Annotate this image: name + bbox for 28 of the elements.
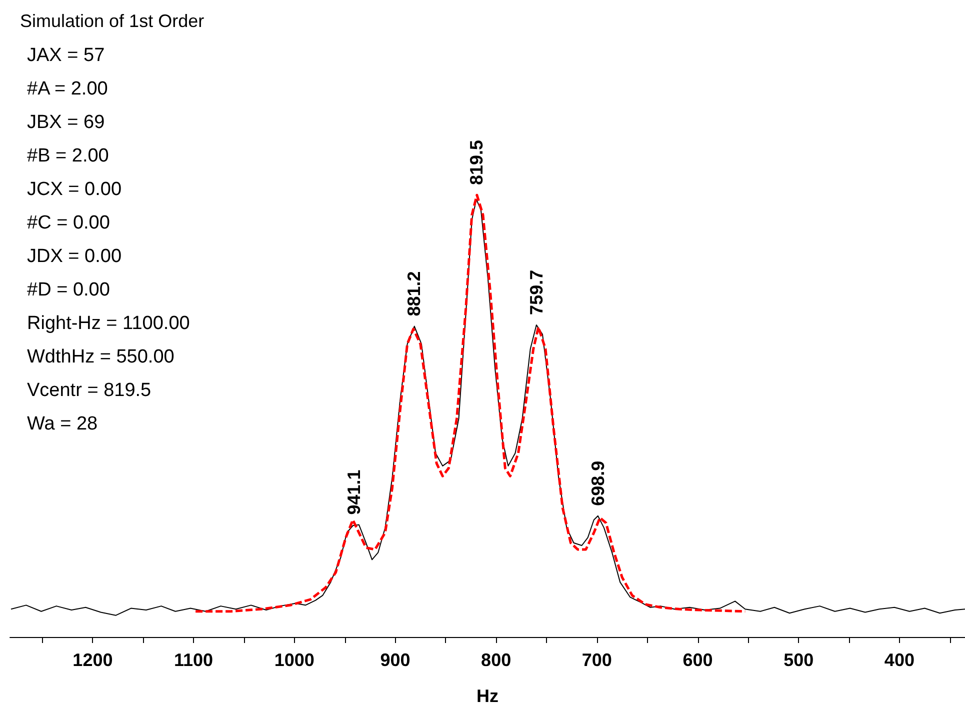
x-tick-label: 600 xyxy=(682,650,713,670)
x-tick-label: 500 xyxy=(784,650,814,670)
annotation: #D = 0.00 xyxy=(27,280,110,300)
x-tick-label: 700 xyxy=(582,650,612,670)
chart-title: Simulation of 1st Order xyxy=(20,11,204,31)
annotation: 941.1 xyxy=(344,470,364,515)
x-tick-label: 400 xyxy=(884,650,914,670)
annotation: 759.7 xyxy=(526,270,547,315)
x-tick-label: 800 xyxy=(481,650,512,670)
annotation: 698.9 xyxy=(588,460,608,506)
annotation: JDX = 0.00 xyxy=(27,246,122,267)
text: JAX = 57 xyxy=(27,45,105,66)
annotation: JCX = 0.00 xyxy=(27,179,122,200)
text: #B = 2.00 xyxy=(27,146,109,166)
x-axis-title: Hz xyxy=(476,686,498,706)
text: #A = 2.00 xyxy=(27,78,108,100)
text: JBX = 69 xyxy=(27,112,105,133)
annotation: Vcentr = 819.5 xyxy=(27,380,152,401)
annotation: Right-Hz = 1100.00 xyxy=(27,313,190,334)
annotation: #C = 0.00 xyxy=(27,212,110,234)
annotation: 819.5 xyxy=(466,140,486,185)
annotation: WdthHz = 550.00 xyxy=(27,346,174,368)
x-tick-label: 1000 xyxy=(274,650,314,670)
annotation: Wa = 28 xyxy=(27,414,98,434)
x-tick-label: 1100 xyxy=(174,650,214,670)
x-tick-label: 900 xyxy=(380,650,410,670)
x-tick-label: 1200 xyxy=(72,650,113,670)
annotation: 881.2 xyxy=(404,271,424,316)
